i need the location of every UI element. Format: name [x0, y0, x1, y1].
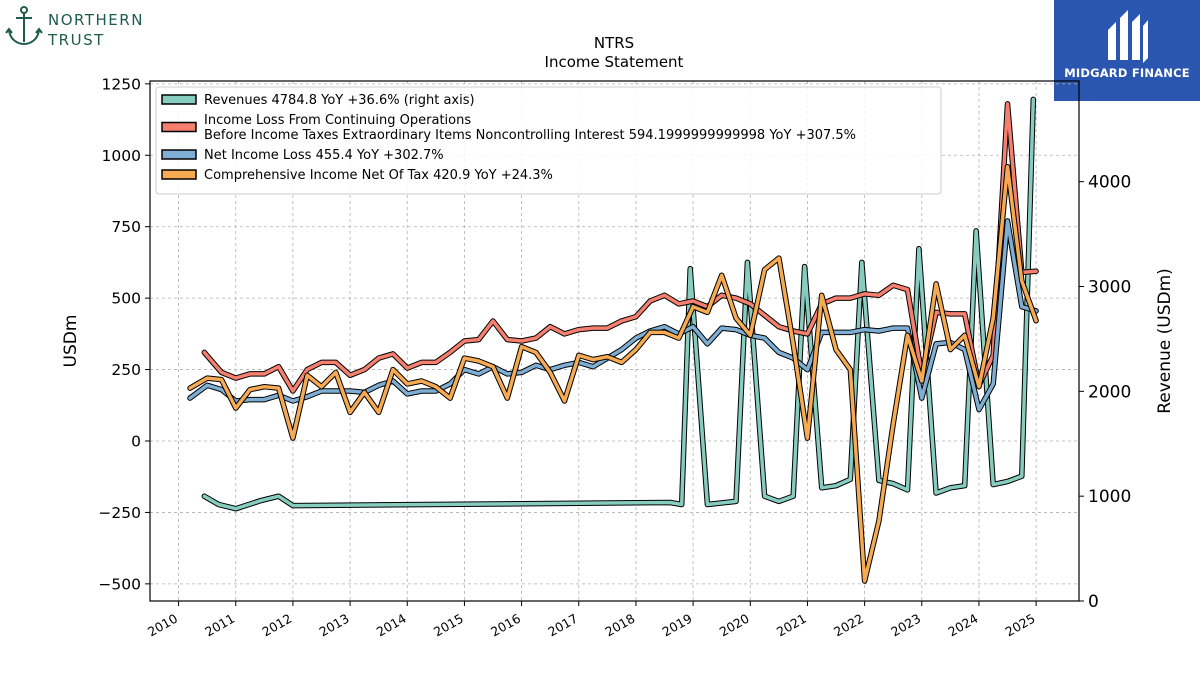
anchor-icon — [5, 6, 43, 46]
x-tick-label: 2010 — [145, 611, 180, 640]
x-tick-label: 2025 — [1003, 611, 1038, 640]
series-line-3 — [188, 164, 1038, 583]
x-tick-label: 2014 — [374, 611, 409, 640]
y-axis-label-left: USDm — [61, 315, 81, 368]
series-outline-3 — [187, 163, 1039, 584]
legend-label: Revenues 4784.8 YoY +36.6% (right axis) — [204, 93, 475, 108]
right-axis-ticks: 0 1000 2000 3000 4000 — [1079, 173, 1131, 612]
x-axis-ticks: 2010 2011 2012 2013 2014 2015 2016 2017 2018 2019… — [145, 601, 1038, 640]
x-tick-label: 2022 — [831, 611, 866, 640]
midgard-finance-wordmark: MIDGARD FINANCE — [1064, 66, 1190, 80]
series-lines — [187, 96, 1039, 584]
legend-swatch — [161, 169, 197, 180]
northern-trust-wordmark: NORTHERN TRUST — [48, 11, 144, 49]
legend-label: Comprehensive Income Net Of Tax 420.9 Yo… — [204, 168, 553, 183]
series-line-2 — [188, 219, 1038, 412]
x-tick-label: 2013 — [317, 611, 352, 640]
legend-swatch — [161, 94, 197, 105]
legend: Revenues 4784.8 YoY +36.6% (right axis) I… — [155, 86, 942, 195]
x-tick-label: 2011 — [202, 611, 237, 640]
y-tick-label-left: 500 — [111, 290, 141, 308]
legend-swatch — [161, 121, 197, 133]
northern-trust-logo: NORTHERN TRUST — [4, 4, 174, 52]
y-tick-label-right: 1000 — [1088, 487, 1131, 507]
x-tick-label: 2019 — [660, 611, 695, 640]
y-tick-label-left: −500 — [98, 575, 141, 593]
x-tick-label: 2015 — [431, 611, 466, 640]
chart-subtitle: Income Statement — [545, 53, 684, 71]
legend-label: Before Income Taxes Extraordinary Items … — [204, 128, 856, 143]
y-tick-label-left: 750 — [111, 218, 141, 236]
x-tick-label: 2012 — [259, 611, 294, 640]
x-tick-label: 2024 — [945, 611, 980, 640]
plot-frame — [149, 80, 1080, 602]
x-tick-label: 2016 — [488, 611, 523, 640]
x-tick-label: 2023 — [888, 611, 923, 640]
midgard-monogram-icon — [1108, 10, 1148, 63]
y-tick-label-right: 0 — [1088, 592, 1099, 612]
y-tick-label-right: 3000 — [1088, 277, 1131, 297]
legend-label: Income Loss From Continuing Operations — [204, 113, 471, 128]
y-tick-label-left: 1250 — [102, 75, 141, 93]
legend-box — [155, 86, 942, 195]
legend-label: Net Income Loss 455.4 YoY +302.7% — [204, 148, 444, 163]
y-tick-label-left: 250 — [111, 361, 141, 379]
y-tick-label-left: 1000 — [102, 147, 141, 165]
x-tick-label: 2020 — [717, 611, 752, 640]
y-tick-label-left: 0 — [131, 433, 141, 451]
y-tick-label-right: 2000 — [1088, 382, 1131, 402]
y-axis-label-right: Revenue (USDm) — [1155, 268, 1175, 414]
x-tick-label: 2018 — [602, 611, 637, 640]
x-tick-label: 2021 — [774, 611, 809, 640]
x-tick-label: 2017 — [545, 611, 580, 640]
left-axis-ticks: −500 −250 0 250 500 750 1000 1250 — [98, 75, 150, 593]
chart-title: NTRS — [594, 34, 634, 52]
midgard-finance-logo: MIDGARD FINANCE — [1054, 0, 1200, 101]
legend-swatch — [161, 149, 197, 160]
series-line-1 — [202, 102, 1038, 393]
y-tick-label-right: 4000 — [1088, 173, 1131, 193]
y-tick-label-left: −250 — [98, 504, 141, 522]
